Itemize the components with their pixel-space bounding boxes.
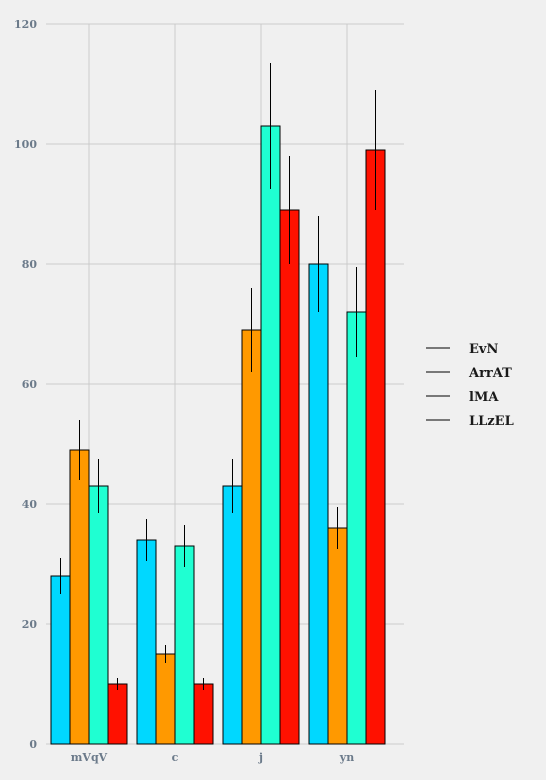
bar-ArrAT-yn xyxy=(327,527,348,745)
x-tick-label-0: mVqV xyxy=(71,751,108,764)
bar-ArrAT-mVqV xyxy=(69,449,90,745)
bar-lMA-j xyxy=(260,125,281,745)
bar-LLzEL-c xyxy=(193,683,214,745)
legend: EvN ArrAT lMA LLzEL xyxy=(426,342,514,429)
bar-ArrAT-j xyxy=(241,329,262,745)
y-tick-label-5: 100 xyxy=(14,138,37,151)
legend-label-EvN: EvN xyxy=(469,342,498,357)
bar-lMA-mVqV xyxy=(88,485,109,745)
legend-label-ArrAT: ArrAT xyxy=(468,366,512,381)
bar-EvN-yn xyxy=(308,263,329,745)
bar-EvN-c xyxy=(136,539,157,745)
legend-label-lMA: lMA xyxy=(469,390,499,405)
bar-lMA-yn xyxy=(346,311,367,745)
x-tick-label-2: j xyxy=(258,751,263,764)
bar-LLzEL-yn xyxy=(365,149,386,745)
bar-EvN-j xyxy=(222,485,243,745)
y-tick-label-4: 80 xyxy=(22,258,38,271)
y-tick-label-1: 20 xyxy=(22,618,38,631)
bar-ArrAT-c xyxy=(155,653,176,745)
bar-LLzEL-mVqV xyxy=(107,683,128,745)
y-tick-label-0: 0 xyxy=(29,738,37,751)
y-tick-label-6: 120 xyxy=(14,18,37,31)
error-bar-layer xyxy=(60,63,376,690)
axis-layer: 0 20 40 60 80 100 120 mVqV c j yn xyxy=(14,18,354,764)
legend-label-LLzEL: LLzEL xyxy=(469,414,514,429)
y-tick-label-3: 60 xyxy=(22,378,38,391)
bar-lMA-c xyxy=(174,545,195,745)
bar-EvN-mVqV xyxy=(50,575,71,745)
y-tick-label-2: 40 xyxy=(22,498,38,511)
x-tick-label-1: c xyxy=(172,751,179,764)
x-tick-label-3: yn xyxy=(339,751,354,764)
bar-LLzEL-j xyxy=(279,209,300,745)
bar-layer xyxy=(50,125,386,745)
